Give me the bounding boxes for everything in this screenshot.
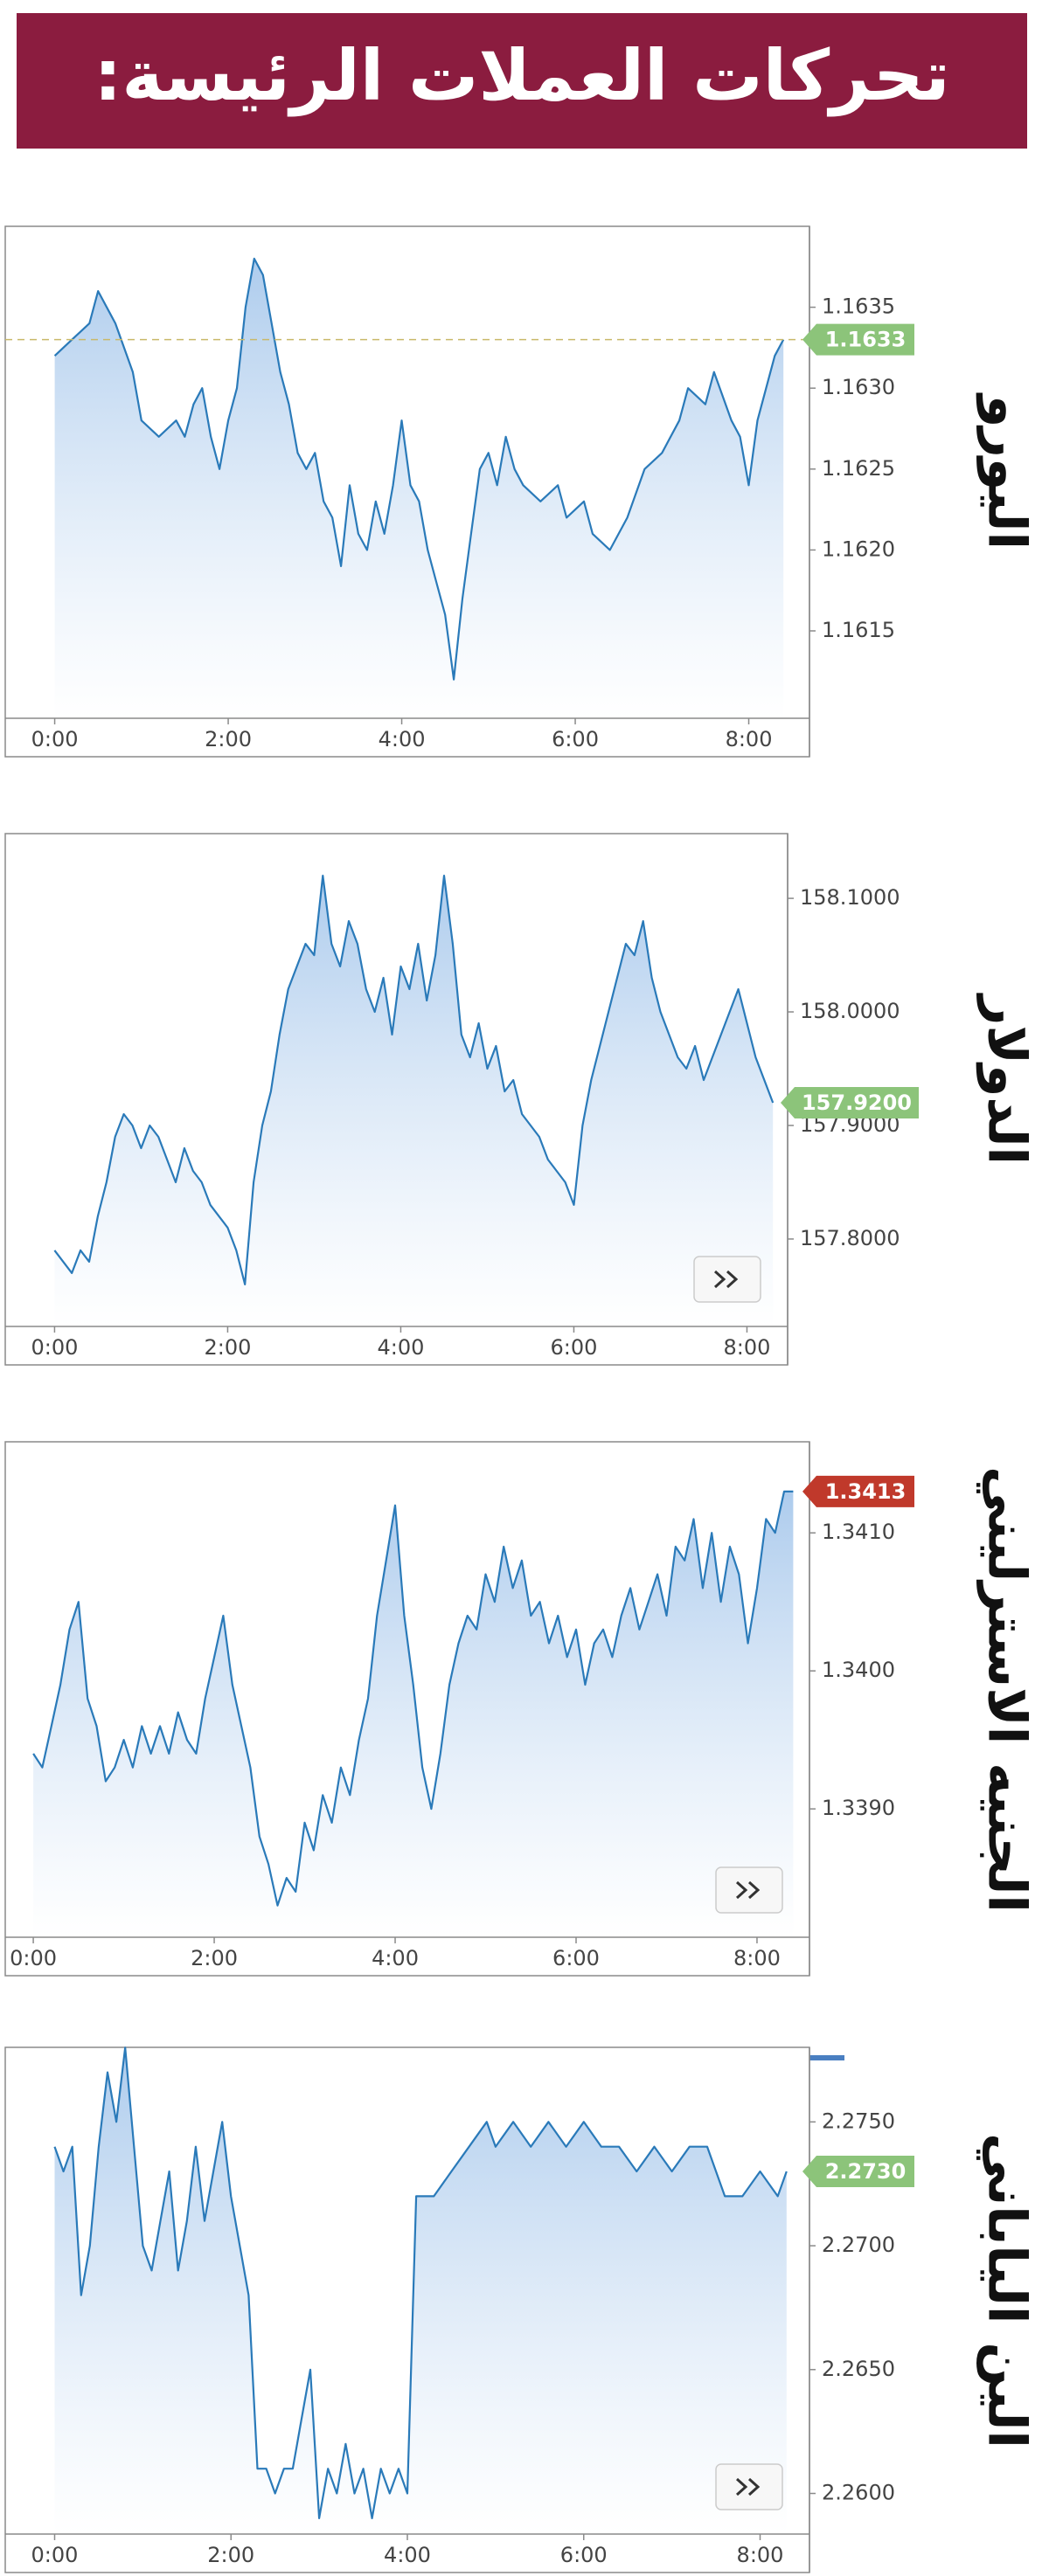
- scroll-button-icon: [713, 1270, 739, 1289]
- y-tick-label: 158.0000: [800, 999, 900, 1023]
- header-banner: [17, 13, 1027, 149]
- scroll-button: [693, 1256, 761, 1303]
- y-tick-label: 158.1000: [800, 885, 900, 910]
- price-line: [53, 875, 775, 1285]
- price-badge: [781, 1086, 919, 1118]
- x-tick-label: 6:00: [560, 2543, 608, 2567]
- y-tick-label: 2.2600: [822, 2481, 895, 2505]
- header-title: تحركات العملات الرئيسة:: [94, 35, 949, 117]
- y-tick-label: 2.2650: [822, 2357, 895, 2381]
- price-badge-label: 1.1633: [825, 328, 907, 352]
- x-tick-label: 2:00: [207, 2543, 254, 2567]
- y-tick-label: 1.3410: [822, 1520, 895, 1544]
- chart-panel: 0:00 2:00 4:00 6:00 8:00 1.3410 1.3400 1.3390 1.…: [4, 1441, 1037, 1977]
- area-fill: [54, 2047, 787, 2534]
- price-badge-label: 1.3413: [825, 1479, 907, 1504]
- price-line: [32, 1490, 794, 1907]
- y-tick-label: 1.3390: [822, 1796, 895, 1820]
- currency-name: الدولار: [976, 993, 1037, 1165]
- currency-name: الجنيه الاسترليني: [976, 1466, 1037, 1913]
- x-tick-label: 8:00: [733, 1946, 781, 1970]
- currency-name: اليورو: [976, 392, 1037, 550]
- price-badge: [802, 323, 914, 356]
- x-tick-label: 2:00: [205, 727, 252, 751]
- price-line: [53, 257, 785, 681]
- y-tick-label: 1.1615: [822, 618, 895, 642]
- y-tick-label: 2.2700: [822, 2233, 895, 2257]
- area-fill: [54, 259, 784, 718]
- x-tick-label: 2:00: [191, 1946, 238, 1970]
- price-badge: [802, 2156, 914, 2188]
- x-tick-label: 4:00: [372, 1946, 419, 1970]
- x-tick-label: 6:00: [552, 727, 599, 751]
- price-badge-label: 2.2730: [825, 2159, 907, 2184]
- x-tick-label: 0:00: [31, 1335, 78, 1360]
- chart-panel: 0:00 2:00 4:00 6:00 8:00 2.2750 2.2700 2.2650 2.…: [4, 2046, 1037, 2573]
- y-tick-label: 1.1625: [822, 456, 895, 481]
- x-tick-label: 4:00: [379, 727, 426, 751]
- currency-name: الين الياباني: [976, 2133, 1037, 2448]
- y-tick-label: 157.8000: [800, 1226, 900, 1250]
- x-tick-label: 6:00: [551, 1335, 598, 1360]
- area-fill: [33, 1491, 794, 1937]
- scroll-button: [715, 1866, 783, 1914]
- x-tick-label: 8:00: [726, 727, 773, 751]
- price-badge: [802, 1475, 914, 1507]
- area-fill: [54, 876, 774, 1326]
- scroll-button-icon: [735, 1880, 761, 1900]
- price-line: [53, 2046, 788, 2519]
- chart-panel: 0:00 2:00 4:00 6:00 8:00 1.1635 1.1630 1.1625 1.…: [4, 225, 1037, 758]
- x-tick-label: 0:00: [31, 727, 79, 751]
- x-tick-label: 8:00: [724, 1335, 771, 1360]
- y-tick-label: 2.2750: [822, 2109, 895, 2133]
- x-tick-label: 6:00: [552, 1946, 600, 1970]
- y-tick-label: 1.3400: [822, 1658, 895, 1682]
- x-tick-label: 4:00: [377, 1335, 424, 1360]
- x-tick-label: 0:00: [10, 1946, 57, 1970]
- scroll-button-icon: [735, 2477, 761, 2496]
- x-tick-label: 8:00: [737, 2543, 784, 2567]
- price-badge-label: 157.9200: [802, 1091, 912, 1115]
- y-tick-label: 1.1630: [822, 375, 895, 399]
- y-tick-label: 1.1635: [822, 294, 895, 319]
- x-tick-label: 2:00: [204, 1335, 251, 1360]
- x-tick-label: 4:00: [384, 2543, 431, 2567]
- scroll-button: [715, 2463, 783, 2510]
- x-tick-label: 0:00: [31, 2543, 79, 2567]
- y-tick-label: 1.1620: [822, 537, 895, 561]
- chart-panel: 0:00 2:00 4:00 6:00 8:00 158.1000 158.0000 157.…: [4, 833, 1037, 1366]
